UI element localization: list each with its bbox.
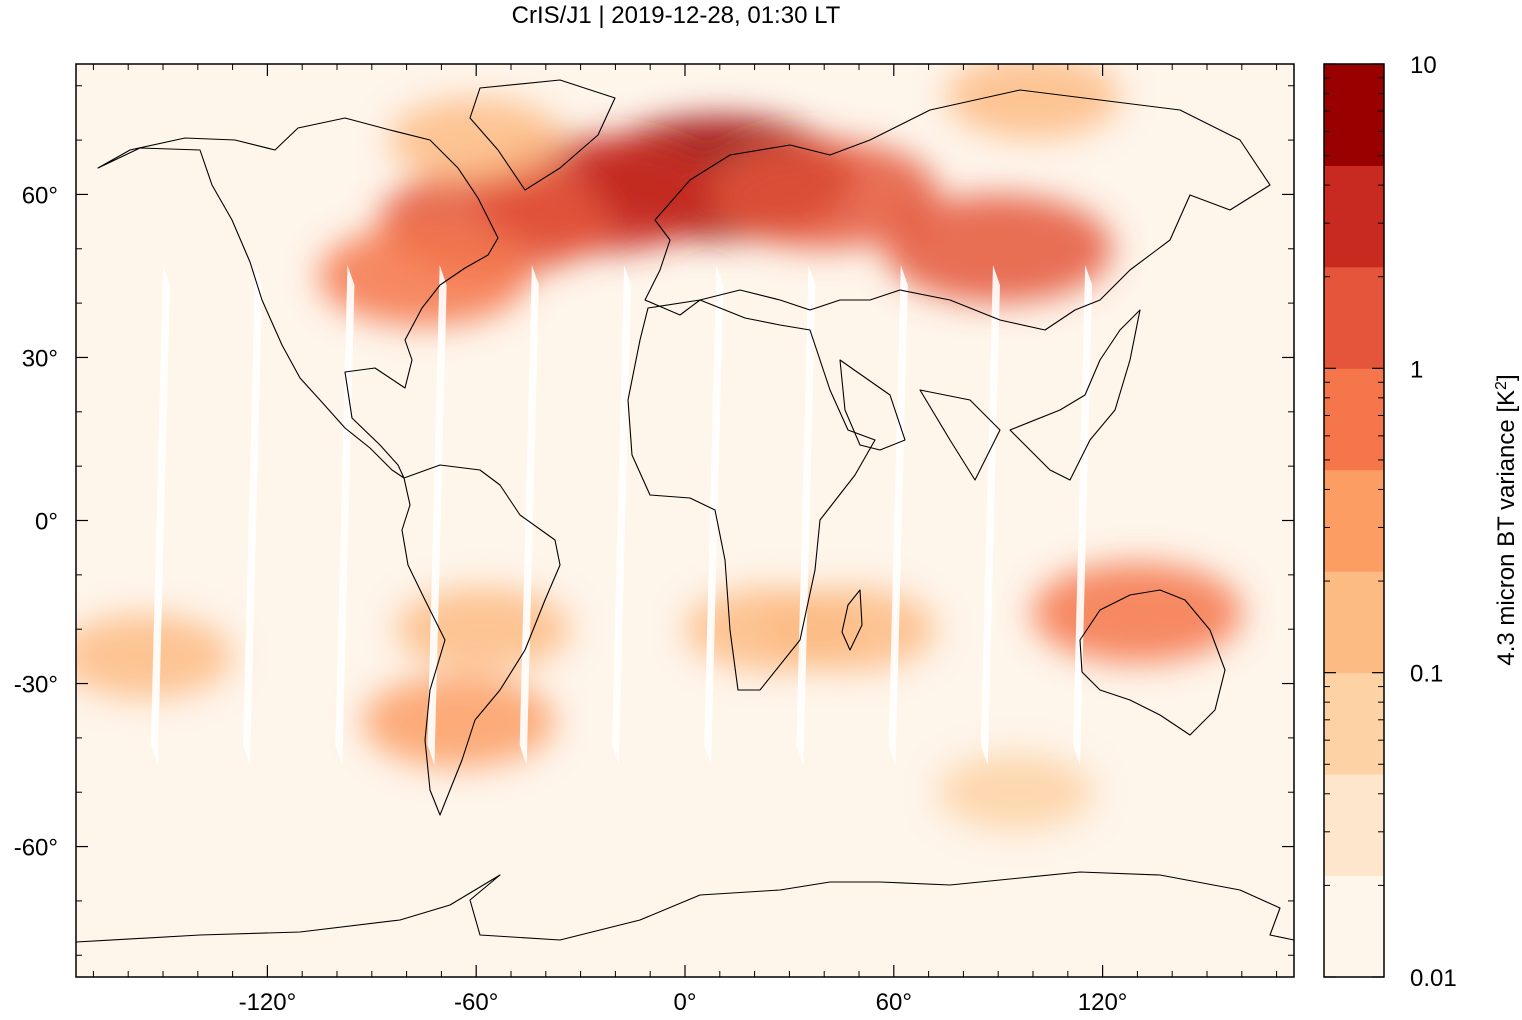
coastline-australia [1079, 589, 1226, 736]
colorbar-tick-label: 0.1 [1410, 661, 1443, 688]
coastline-antarctica [76, 871, 1294, 943]
colorbar-tick-label: 1 [1410, 356, 1423, 383]
heat-hotspot [946, 64, 1120, 139]
y-tick-label: 0° [35, 509, 58, 536]
heat-hotspot [937, 754, 1094, 831]
y-tick-label: 60° [22, 182, 58, 209]
coastline-europe [644, 89, 1271, 331]
y-tick-label: -30° [14, 672, 58, 699]
heat-hotspot [710, 140, 939, 249]
colorbar-tick-label: 10 [1410, 52, 1437, 79]
swath-gap [611, 265, 632, 766]
y-tick-label: -60° [14, 835, 58, 862]
heat-hotspot [1032, 562, 1243, 663]
colorbar-band [1324, 672, 1384, 775]
coastlines [76, 79, 1294, 943]
coastline-madagascar [841, 589, 863, 651]
coastline-africa [627, 299, 876, 691]
swath-gap [980, 265, 1000, 766]
coastline-arabia-india [839, 359, 1001, 481]
x-tick-label: 60° [876, 989, 912, 1016]
heat-hotspot [319, 225, 529, 326]
colorbar-band [1324, 774, 1384, 877]
swath-gap [427, 265, 447, 766]
x-tick-label: -60° [454, 989, 498, 1016]
colorbar-tick-label: 0.01 [1410, 965, 1457, 992]
swath-gap [150, 265, 170, 766]
swath-gap [335, 265, 355, 766]
coastline-greenland [469, 79, 616, 191]
heat-hotspot [396, 587, 571, 672]
coastline-south-america [401, 464, 561, 816]
swath-gap [796, 265, 816, 766]
heat-hotspot [362, 675, 555, 768]
heat-hotspot [761, 587, 936, 672]
colorbar-band [1324, 64, 1384, 166]
y-tick-label: 30° [22, 345, 58, 372]
colorbar-band [1324, 875, 1384, 978]
swath-gap [888, 265, 908, 766]
chart-title: CrIS/J1 | 2019-12-28, 01:30 LT [511, 2, 841, 29]
colorbar-band [1324, 165, 1384, 268]
colorbar [1324, 64, 1384, 978]
coastline-southeast-asia [1009, 309, 1141, 481]
x-tick-label: 0° [674, 989, 697, 1016]
heat-hotspot [76, 614, 233, 699]
colorbar-band [1324, 469, 1384, 572]
heat-hotspot [884, 194, 1113, 303]
colorbar-frame [1323, 63, 1385, 978]
swath-gap [704, 265, 724, 766]
colorbar-band [1324, 571, 1384, 674]
swath-gap [519, 265, 539, 766]
colorbar-label: 4.3 micron BT variance [K2] [1493, 374, 1521, 665]
swath-gap [243, 265, 263, 766]
x-tick-label: -120° [239, 989, 297, 1016]
heat-hotspot [389, 98, 564, 183]
coastline-north-america [97, 117, 499, 479]
colorbar-band [1324, 368, 1384, 471]
colorbar-band [1324, 266, 1384, 369]
x-tick-label: 120° [1078, 989, 1128, 1016]
